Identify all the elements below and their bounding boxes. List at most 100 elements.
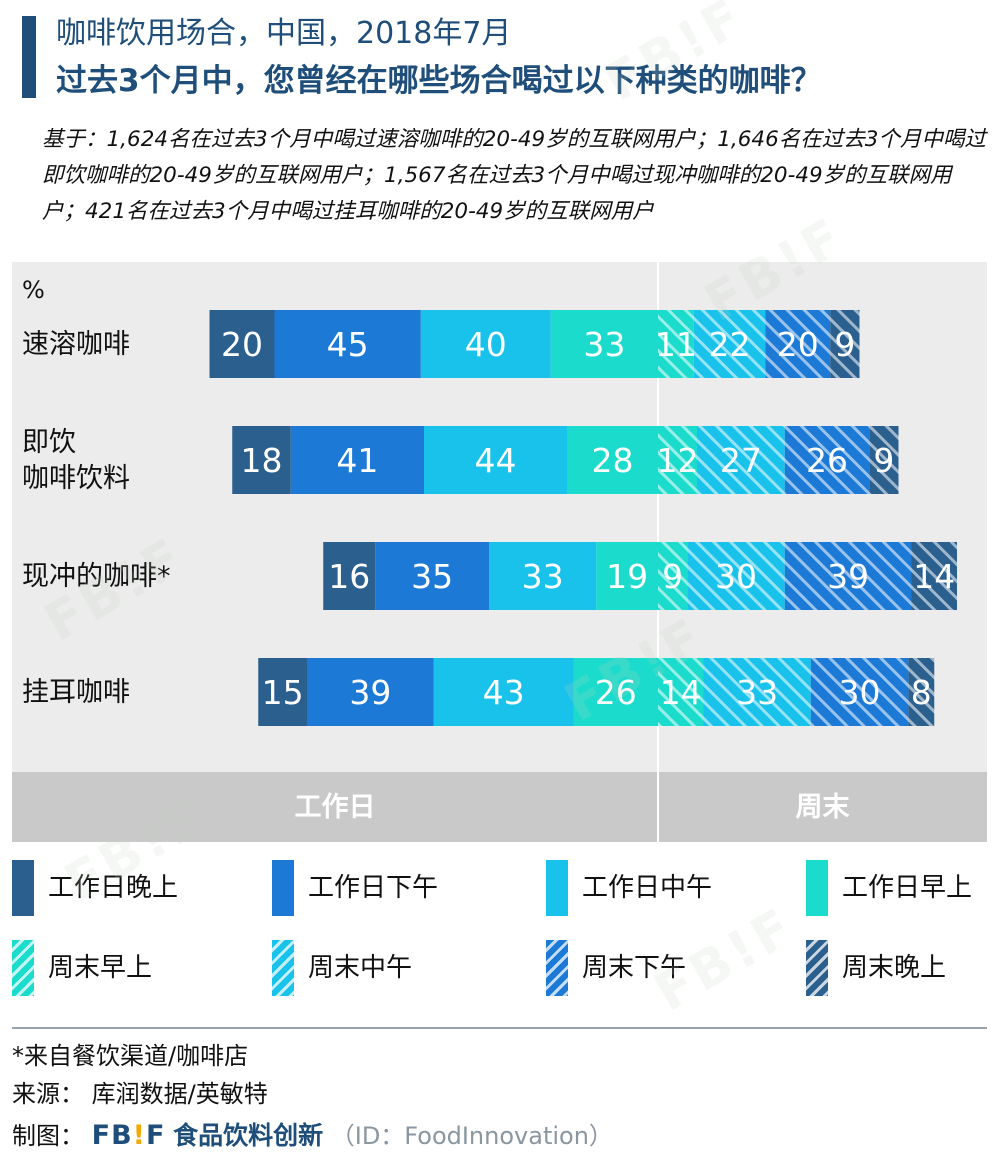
group-label-weekday: 工作日 <box>295 792 376 823</box>
footer-note: *来自餐饮渠道/咖啡店 <box>12 1042 249 1070</box>
data-label: 16 <box>328 557 370 596</box>
legend-swatch <box>12 940 34 996</box>
bar-segment <box>290 426 424 494</box>
bar-segment <box>658 426 697 494</box>
bar-segment <box>658 310 694 378</box>
chart-legend: 工作日晚上 工作日下午 工作日中午 工作日早上周末早上 周末中午 周末下午 周末晚上 <box>0 850 999 1010</box>
legend-label: 工作日晚上 <box>48 873 179 903</box>
bar-segment <box>810 658 909 726</box>
group-label-weekend: 周末 <box>796 792 850 823</box>
data-label: 18 <box>241 441 283 480</box>
bar-segment <box>550 310 658 378</box>
data-label: 33 <box>736 673 778 712</box>
data-label: 28 <box>592 441 634 480</box>
data-label: 35 <box>411 557 453 596</box>
data-label: 20 <box>221 325 263 364</box>
bar-segment <box>424 426 567 494</box>
data-label: 19 <box>606 557 648 596</box>
brand-name: 食品饮料创新 <box>173 1121 324 1150</box>
chart-question: 过去3个月中，您曾经在哪些场合喝过以下种类的咖啡？ <box>56 63 822 99</box>
bar-segment <box>375 542 489 610</box>
data-label: 9 <box>834 325 855 364</box>
brand-id: （ID：FoodInnovation） <box>330 1122 613 1150</box>
bar-segment <box>258 658 307 726</box>
legend-swatch <box>272 940 294 996</box>
bar-segment <box>765 310 831 378</box>
category-label: 速溶咖啡 <box>22 329 130 360</box>
bar-segment <box>573 658 658 726</box>
title-accent-bar <box>22 16 36 98</box>
bar-segment <box>703 658 811 726</box>
data-label: 27 <box>720 441 762 480</box>
bar-segment <box>697 426 785 494</box>
legend-swatch <box>12 860 34 916</box>
category-label: 现冲的咖啡* <box>22 561 171 592</box>
data-label: 9 <box>873 441 894 480</box>
category-label: 即饮 <box>22 427 76 458</box>
data-label: 26 <box>806 441 848 480</box>
legend-label: 工作日早上 <box>842 873 973 903</box>
bar-segment <box>911 542 957 610</box>
data-label: 14 <box>913 557 955 596</box>
footer-source: 来源： 库润数据/英敏特 <box>12 1080 268 1108</box>
footer-divider <box>12 1027 987 1029</box>
data-label: 30 <box>715 557 757 596</box>
data-label: 45 <box>327 325 369 364</box>
data-label: 41 <box>336 441 378 480</box>
unit-label: % <box>22 276 45 304</box>
bar-segment <box>567 426 658 494</box>
data-label: 11 <box>655 325 697 364</box>
data-label: 8 <box>911 673 932 712</box>
legend-label: 周末晚上 <box>842 953 947 983</box>
data-label: 20 <box>777 325 819 364</box>
bar-segment <box>784 426 870 494</box>
bar-segment <box>693 310 766 378</box>
category-label: 咖啡饮料 <box>22 463 130 494</box>
data-label: 33 <box>522 557 564 596</box>
data-label: 14 <box>660 673 702 712</box>
bar-segment <box>274 310 421 378</box>
bar-segment <box>869 426 899 494</box>
legend-label: 周末下午 <box>582 953 687 983</box>
bar-segment <box>433 658 574 726</box>
credit-label: 制图： <box>12 1122 84 1150</box>
bar-segment <box>307 658 434 726</box>
bar-segment <box>908 658 935 726</box>
category-label: 挂耳咖啡 <box>22 677 130 708</box>
data-label: 22 <box>709 325 751 364</box>
footer-credit: 制图： FB!F 食品饮料创新 （ID：FoodInnovation） <box>12 1116 613 1151</box>
legend-swatch <box>546 860 568 916</box>
bar-segment <box>420 310 551 378</box>
legend-label: 周末中午 <box>308 953 413 983</box>
bar-segment <box>209 310 275 378</box>
data-label: 15 <box>262 673 304 712</box>
legend-swatch <box>546 940 568 996</box>
bar-segment <box>784 542 912 610</box>
bar-segment <box>658 542 688 610</box>
legend-label: 工作日中午 <box>582 873 713 903</box>
bar-segment <box>232 426 291 494</box>
legend-swatch <box>272 860 294 916</box>
data-label: 12 <box>657 441 699 480</box>
data-label: 39 <box>349 673 391 712</box>
data-label: 26 <box>595 673 637 712</box>
data-label: 39 <box>827 557 869 596</box>
data-label: 9 <box>662 557 683 596</box>
bar-segment <box>323 542 376 610</box>
data-label: 40 <box>465 325 507 364</box>
brand-logo: FB!F <box>91 1120 166 1151</box>
group-label-band <box>12 772 987 842</box>
legend-swatch <box>806 940 828 996</box>
bar-segment <box>830 310 860 378</box>
data-label: 44 <box>475 441 517 480</box>
legend-label: 周末早上 <box>48 953 153 983</box>
data-label: 33 <box>583 325 625 364</box>
data-label: 30 <box>839 673 881 712</box>
legend-swatch <box>806 860 828 916</box>
bar-segment <box>489 542 597 610</box>
bar-segment <box>658 658 704 726</box>
base-note: 基于：1,624名在过去3个月中喝过速溶咖啡的20-49岁的互联网用户；1,64… <box>42 127 986 224</box>
legend-label: 工作日下午 <box>308 873 439 903</box>
bar-segment <box>687 542 785 610</box>
